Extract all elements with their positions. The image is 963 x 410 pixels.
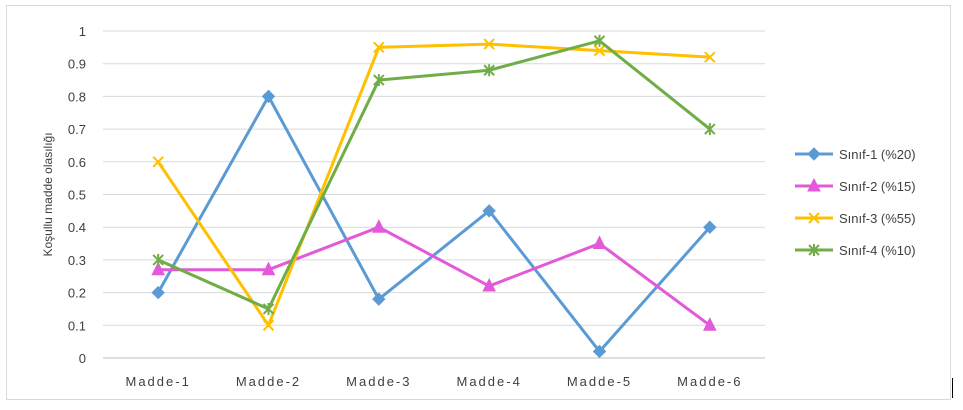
legend-item: Sınıf-2 (%15) [795,177,916,194]
legend-label: Sınıf-3 (%55) [839,211,916,226]
series-line [158,225,711,327]
x-tick-label: Madde-4 [457,374,522,389]
series-4 [152,34,716,315]
series-line [156,42,710,327]
y-tick-label: 0.5 [68,188,86,203]
data-point [373,74,385,87]
data-point [152,253,164,266]
y-tick-label: 0.4 [68,220,86,235]
axes: 0 0.1 0.2 0.3 0.4 0.5 0.6 0.7 0.8 0.9 1 Madde-1 Madd… [41,24,765,389]
legend-marker [807,147,821,161]
data-point [482,277,496,292]
x-tick-label: Madde-2 [236,374,301,389]
series-lines [151,34,717,359]
legend-item: Sınıf-3 (%55) [795,211,916,226]
y-tick-label: 0.2 [68,286,86,301]
data-point [372,219,386,233]
data-point [592,235,607,250]
x-tick-label: Madde-1 [126,374,191,389]
data-point [372,292,386,306]
data-point [261,89,276,104]
x-tick-label: Madde-3 [346,374,411,389]
legend-item: Sınıf-1 (%20) [795,147,916,162]
legend-label: Sınıf-2 (%15) [839,179,916,194]
series-3 [152,38,716,332]
data-point [703,220,717,234]
y-tick-label: 0.3 [68,253,86,268]
data-point [593,44,606,57]
data-point [262,302,275,315]
data-point [483,64,495,77]
x-tick-label: Madde-6 [677,374,742,389]
y-tick-label: 0 [79,351,86,366]
legend-item: Sınıf-4 (%10) [795,243,916,258]
data-point [151,285,165,300]
series-line [156,94,711,353]
legend-label: Sınıf-4 (%10) [839,243,916,258]
data-point [152,156,164,168]
data-point [593,34,606,47]
y-tick-label: 0.1 [68,318,86,333]
series-line [157,39,711,311]
gridlines [103,30,765,326]
data-point [262,319,275,332]
y-axis-title: Koşullu madde olasılığı [41,132,55,256]
y-tick-label: 0.7 [68,122,86,137]
legend: Sınıf-1 (%20) Sınıf-2 (%15) Sınıf-3 (%55) S… [795,147,916,258]
y-tick-label: 1 [79,24,86,39]
data-point [703,317,717,331]
series-1 [151,89,717,359]
data-point [592,344,607,359]
legend-marker [807,177,821,192]
data-point [704,51,716,63]
data-point [483,38,495,50]
data-point [151,261,165,276]
legend-label: Sınıf-1 (%20) [839,147,916,162]
data-point [704,123,716,136]
data-point [482,204,496,218]
x-tick-label: Madde-5 [567,374,632,389]
legend-marker [808,244,820,256]
y-tick-label: 0.6 [68,155,86,170]
data-point [373,41,385,54]
series-2 [151,219,717,331]
text-cursor [952,378,953,398]
legend-marker [808,212,820,224]
y-tick-label: 0.9 [68,57,86,72]
y-tick-label: 0.8 [68,89,86,104]
data-point [261,261,276,276]
